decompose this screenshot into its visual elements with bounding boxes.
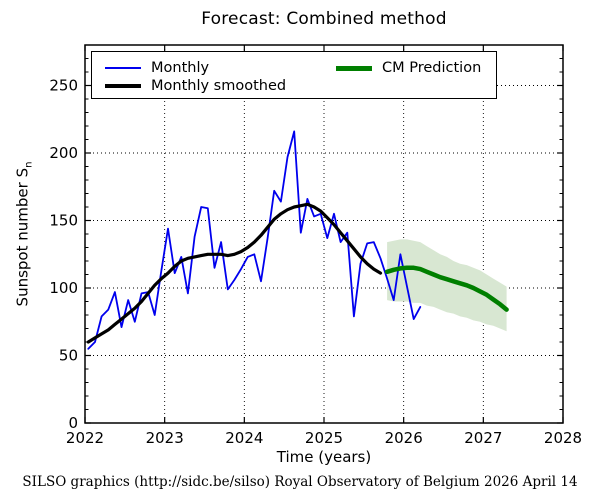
y-tick-label-200: 200 — [49, 144, 78, 162]
x-tick-label-2028: 2028 — [544, 429, 582, 447]
smoothed-line-sample — [105, 84, 141, 88]
monthly-line — [87, 130, 422, 350]
y-axis-label-text: Sunspot number S — [13, 167, 32, 307]
credit-line: SILSO graphics (http://sidc.be/silso) Ro… — [22, 474, 578, 490]
legend-entry-smoothed: Monthly smoothed — [105, 77, 286, 95]
x-tick-label-2027: 2027 — [464, 429, 502, 447]
x-axis-label: Time (years) — [276, 448, 372, 466]
x-tick-label-2024: 2024 — [225, 429, 263, 447]
x-tick-label-2022: 2022 — [66, 429, 104, 447]
x-tick-label-2023: 2023 — [146, 429, 184, 447]
y-axis-label-subscript: n — [23, 161, 35, 168]
legend-label-prediction: CM Prediction — [382, 60, 482, 76]
chart-legend: Monthly Monthly smoothed CM Prediction — [91, 51, 497, 99]
x-tick-label-2025: 2025 — [305, 429, 343, 447]
prediction-line — [384, 265, 509, 312]
smoothed-line — [86, 202, 383, 344]
legend-entry-monthly: Monthly — [105, 59, 209, 77]
monthly-line-sample — [105, 67, 141, 69]
x-tick-label-2026: 2026 — [385, 429, 423, 447]
y-tick-label-0: 0 — [68, 414, 78, 432]
legend-label-monthly: Monthly — [151, 60, 210, 76]
chart-title: Forecast: Combined method — [201, 9, 447, 29]
legend-label-smoothed: Monthly smoothed — [151, 78, 287, 94]
y-tick-label-150: 150 — [49, 212, 78, 230]
plot-background — [85, 45, 563, 423]
legend-entry-prediction: CM Prediction — [336, 59, 481, 77]
y-tick-label-50: 50 — [59, 347, 78, 365]
y-axis-label: Sunspot number Sn — [14, 162, 35, 307]
y-tick-label-250: 250 — [49, 77, 78, 95]
y-tick-label-100: 100 — [49, 279, 78, 297]
prediction-uncertainty-band — [387, 239, 507, 332]
prediction-line-sample — [336, 65, 372, 71]
